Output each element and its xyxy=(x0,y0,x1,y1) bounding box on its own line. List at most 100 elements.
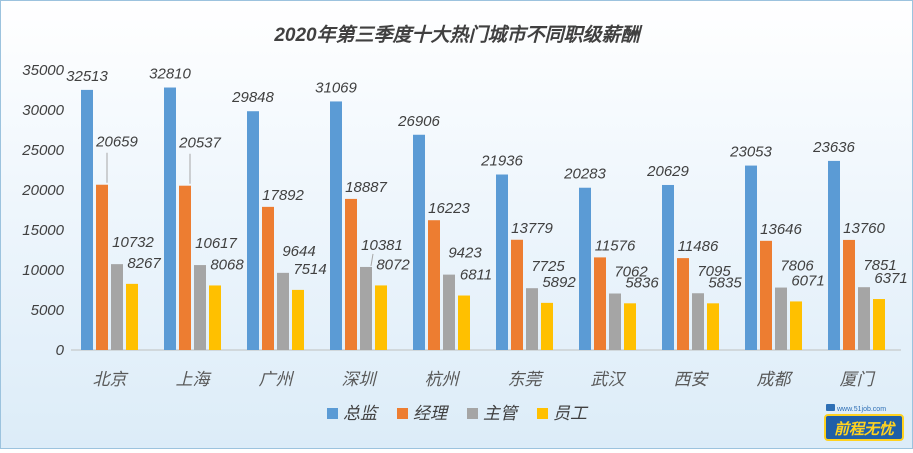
data-label: 7062 xyxy=(614,264,648,281)
bar-4 xyxy=(126,283,138,350)
bar-1 xyxy=(330,101,342,350)
y-axis-ticks: 0 5000 10000 15000 20000 25000 30000 35000 xyxy=(21,62,64,359)
bar-1 xyxy=(579,187,591,350)
data-label: 26906 xyxy=(397,113,440,130)
x-tick-label: 武汉 xyxy=(591,370,627,389)
bar-3 xyxy=(858,287,870,350)
data-label: 20537 xyxy=(178,135,221,152)
data-label: 16223 xyxy=(428,200,470,217)
legend-label: 经理 xyxy=(413,404,449,423)
bar-1 xyxy=(828,160,840,350)
data-label: 17892 xyxy=(262,187,304,204)
bar-3 xyxy=(443,274,455,350)
logo-brand: 前程无忧 xyxy=(834,420,896,438)
bar-2 xyxy=(262,206,274,350)
data-labels: 32513 20659 10732 8267 32810 20537 10617 8068 29… xyxy=(66,66,908,292)
data-label: 23636 xyxy=(812,139,855,156)
x-tick-label: 西安 xyxy=(674,370,710,389)
data-label: 9644 xyxy=(282,243,315,260)
y-tick-label: 25000 xyxy=(21,142,64,159)
data-label: 10732 xyxy=(112,234,154,251)
job-site-logo: www.51job.com 前程无忧 xyxy=(823,403,907,443)
y-tick-label: 0 xyxy=(56,342,65,359)
data-label: 20283 xyxy=(563,166,606,183)
data-label: 29848 xyxy=(231,89,274,106)
data-label: 6811 xyxy=(460,267,492,284)
bar-1 xyxy=(745,165,757,350)
bar-1 xyxy=(662,184,674,350)
legend-label: 员工 xyxy=(553,404,589,423)
data-label: 7514 xyxy=(293,261,326,278)
data-label: 8068 xyxy=(210,256,244,273)
y-tick-label: 20000 xyxy=(21,182,64,199)
bar-1 xyxy=(413,134,425,350)
data-label: 7806 xyxy=(780,258,814,275)
bar-2 xyxy=(843,239,855,350)
data-label: 32810 xyxy=(149,66,191,83)
x-axis-ticks: 北京 上海 广州 深圳 杭州 东莞 武汉 西安 成都 厦门 xyxy=(93,370,876,389)
bar-4 xyxy=(458,295,470,350)
legend-swatch xyxy=(397,408,408,419)
data-label: 13779 xyxy=(511,220,553,237)
y-tick-label: 5000 xyxy=(31,302,65,319)
data-label: 5836 xyxy=(625,274,659,291)
bar-2 xyxy=(594,257,606,350)
x-tick-label: 厦门 xyxy=(840,370,876,389)
data-label: 8072 xyxy=(376,256,410,273)
bar-1 xyxy=(496,174,508,350)
data-label: 13760 xyxy=(843,220,885,237)
bar-3 xyxy=(194,265,206,350)
x-tick-label: 北京 xyxy=(93,370,129,389)
leader-line xyxy=(370,253,374,267)
bar-4 xyxy=(375,285,387,350)
bar-4 xyxy=(541,302,553,350)
bar-2 xyxy=(760,240,772,350)
y-tick-label: 30000 xyxy=(22,102,64,119)
data-label: 32513 xyxy=(66,68,108,85)
bar-3 xyxy=(111,264,123,350)
data-label: 20629 xyxy=(646,163,689,180)
data-label: 7725 xyxy=(531,258,565,275)
data-label: 11576 xyxy=(595,237,636,254)
data-label: 13646 xyxy=(760,221,802,238)
data-label: 11486 xyxy=(678,238,719,255)
data-label: 5892 xyxy=(542,274,576,291)
legend-swatch xyxy=(537,408,548,419)
bar-3 xyxy=(277,272,289,350)
bar-3 xyxy=(609,293,621,350)
x-tick-label: 上海 xyxy=(176,370,213,389)
leader-lines xyxy=(106,152,374,267)
bar-4 xyxy=(873,299,885,350)
legend-swatch xyxy=(327,408,338,419)
data-label: 21936 xyxy=(480,153,523,170)
bar-2 xyxy=(511,239,523,350)
data-label: 6071 xyxy=(791,272,824,289)
data-label: 6371 xyxy=(874,270,907,287)
x-tick-label: 成都 xyxy=(757,370,794,389)
y-tick-label: 35000 xyxy=(22,62,64,79)
bar-4 xyxy=(790,301,802,350)
legend-label: 主管 xyxy=(483,404,520,423)
bar-4 xyxy=(209,285,221,350)
x-tick-label: 东莞 xyxy=(508,370,545,389)
data-label: 10381 xyxy=(361,237,403,254)
bar-1 xyxy=(247,111,259,350)
bar-2 xyxy=(677,258,689,350)
bar-4 xyxy=(624,303,636,350)
data-label: 7095 xyxy=(697,263,731,280)
bar-2 xyxy=(345,198,357,350)
legend: 总监 经理 主管 员工 xyxy=(327,404,589,423)
data-label: 31069 xyxy=(315,79,357,96)
bar-3 xyxy=(526,288,538,350)
y-tick-label: 10000 xyxy=(22,262,64,279)
x-tick-label: 广州 xyxy=(259,370,295,389)
data-label: 10617 xyxy=(195,235,237,252)
x-tick-label: 杭州 xyxy=(425,370,461,389)
legend-label: 总监 xyxy=(343,404,380,423)
y-tick-label: 15000 xyxy=(22,222,64,239)
chart-title: 2020年第三季度十大热门城市不同职级薪酬 xyxy=(273,24,642,46)
bar-2 xyxy=(96,184,108,350)
bar-1 xyxy=(81,89,93,351)
